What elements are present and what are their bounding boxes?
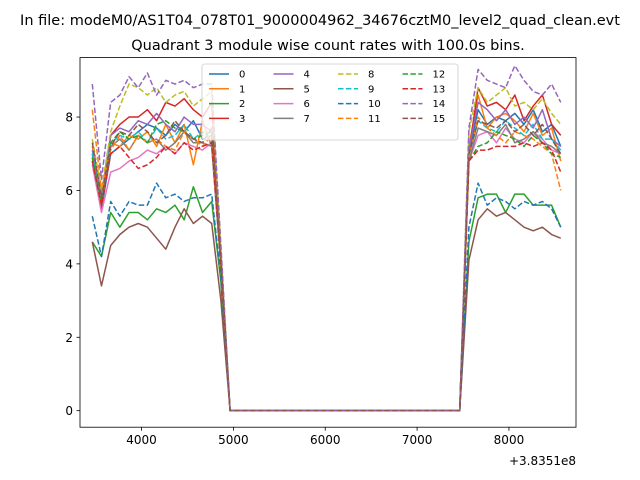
y-tick-label: 6 [65,184,73,198]
series-line-15 [91,119,562,412]
legend-label: 9 [368,84,374,95]
x-tick-label: 5000 [218,433,249,447]
axes-title: Quadrant 3 module wise count rates with … [131,38,525,54]
legend-label: 3 [239,114,245,125]
legend-box [201,63,459,141]
legend-label: 8 [368,70,374,81]
figure-suptitle: In file: modeM0/AS1T04_078T01_9000004962… [20,13,620,29]
axes-frame [79,57,577,428]
series-line-14 [91,64,562,412]
legend-label: 0 [239,70,245,81]
legend-label: 13 [433,84,446,95]
legend-label: 5 [304,84,310,95]
x-tick-label: 7000 [402,433,433,447]
y-tick-label: 0 [65,404,73,418]
legend-label: 11 [368,114,381,125]
x-tick-label: 8000 [494,433,525,447]
legend-label: 7 [304,114,310,125]
x-tick-label: 6000 [310,433,341,447]
legend-label: 14 [433,99,446,110]
legend-label: 2 [239,99,245,110]
legend-label: 4 [304,70,310,81]
legend-label: 6 [304,99,310,110]
legend-label: 12 [433,70,446,81]
legend-label: 10 [368,99,381,110]
legend-label: 15 [433,114,446,125]
series-lines [91,64,562,412]
y-tick-label: 4 [65,257,73,271]
legend-label: 1 [239,84,245,95]
axis-ticks: 4000 5000 6000 7000 8000 0 2 4 6 8 [65,111,524,448]
x-offset-label: +3.8351e8 [509,454,576,468]
y-tick-label: 2 [65,331,73,345]
x-tick-label: 4000 [126,433,157,447]
y-tick-label: 8 [65,111,73,125]
